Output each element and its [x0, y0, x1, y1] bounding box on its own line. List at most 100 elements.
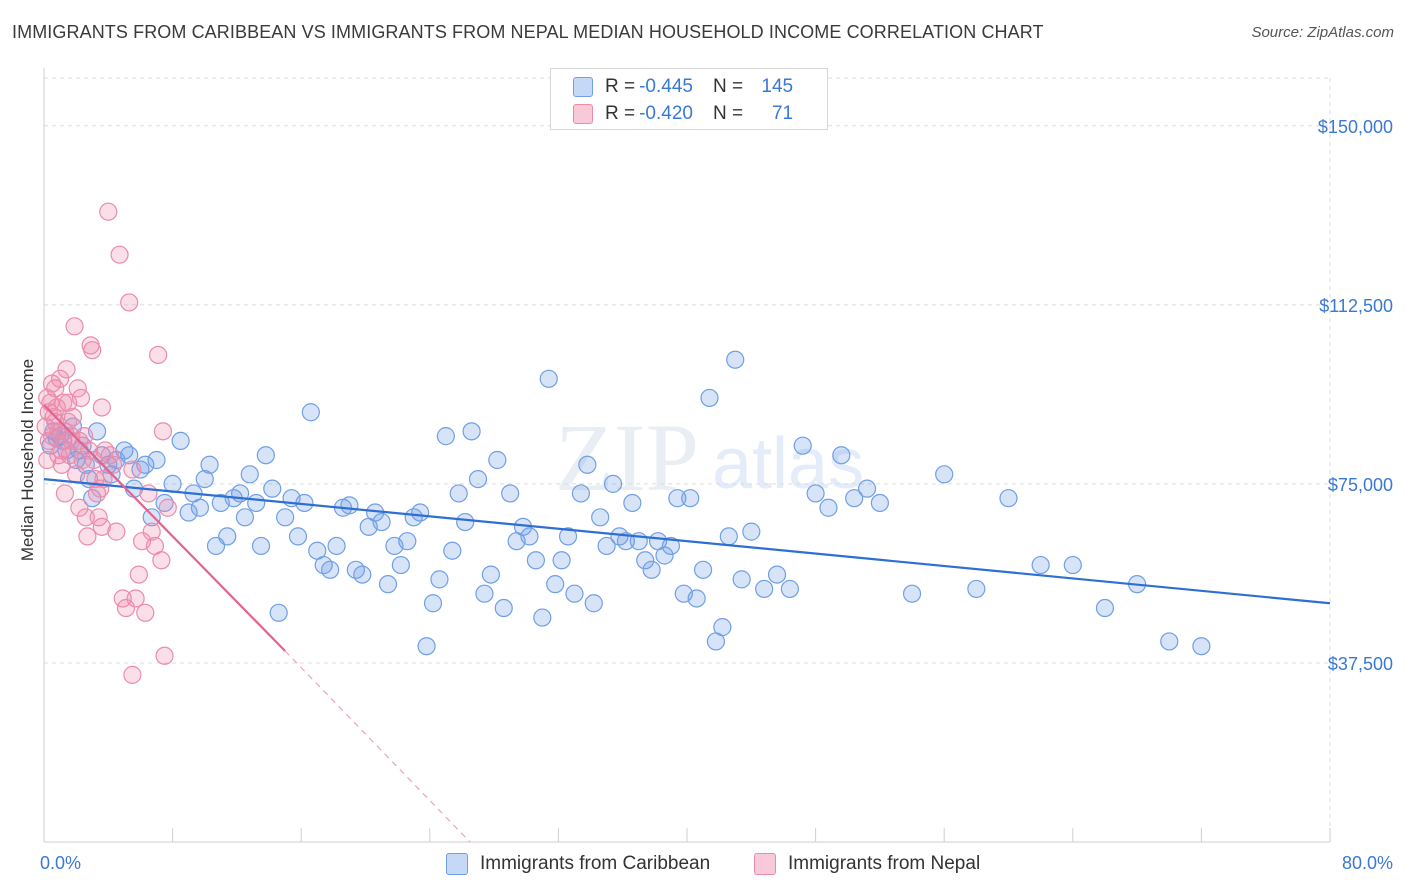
data-point — [488, 450, 507, 470]
data-point — [100, 446, 120, 465]
axes — [43, 68, 1331, 843]
data-point — [247, 493, 266, 513]
data-point — [732, 570, 751, 589]
data-point — [398, 532, 417, 551]
data-point — [411, 503, 430, 522]
data-point — [755, 579, 774, 599]
data-point — [806, 484, 825, 503]
bottom-legend-label-nepal: Immigrants from Nepal — [788, 853, 981, 874]
data-point — [661, 536, 681, 556]
data-point — [256, 446, 275, 465]
data-point — [417, 637, 436, 656]
legend-r-value: -0.445 — [639, 76, 693, 97]
data-point — [55, 422, 74, 441]
legend-n-label: N = — [712, 103, 744, 124]
data-point — [190, 498, 210, 517]
data-point — [136, 603, 155, 622]
data-point — [92, 398, 111, 417]
data-point — [340, 496, 359, 515]
x-tick-label-max: 80.0% — [1342, 853, 1393, 873]
data-point — [113, 589, 132, 608]
data-point — [603, 474, 623, 493]
data-point — [526, 551, 545, 570]
data-point — [687, 589, 706, 608]
data-point — [578, 455, 597, 474]
data-point — [616, 532, 636, 551]
data-point — [857, 479, 877, 498]
data-point — [126, 589, 145, 608]
bottom-legend-nepal: Immigrants from Nepal — [754, 852, 980, 876]
data-point — [63, 407, 83, 427]
data-point — [57, 360, 76, 379]
x-tick-label-min: 0.0% — [40, 853, 81, 873]
data-point — [38, 450, 57, 470]
data-point — [584, 594, 603, 613]
legend-row-nepal: R = -0.420 N = 71 — [573, 101, 793, 127]
data-point — [158, 498, 177, 517]
data-point — [423, 594, 443, 613]
data-point — [52, 455, 71, 474]
trend-line-caribbean — [43, 478, 1331, 605]
data-point — [668, 489, 687, 508]
data-point — [742, 522, 761, 541]
legend-n-value: 145 — [761, 76, 794, 97]
bottom-legend-swatch-nepal — [754, 853, 776, 875]
data-point — [468, 470, 488, 489]
watermark: ZIP atlas — [555, 404, 864, 511]
data-point — [353, 565, 372, 584]
y-tick-label: $112,500 — [1319, 296, 1393, 316]
data-point — [49, 446, 68, 465]
watermark-zip: ZIP — [555, 404, 699, 511]
data-point — [99, 202, 118, 221]
data-point — [591, 508, 610, 527]
data-point — [1095, 598, 1115, 618]
data-point — [558, 527, 578, 546]
data-point — [149, 345, 168, 365]
data-point — [68, 379, 87, 398]
data-point — [845, 489, 864, 508]
data-point — [155, 646, 174, 665]
data-point — [129, 565, 148, 584]
data-point — [819, 498, 838, 517]
legend-n-label: N = — [712, 76, 744, 97]
data-point — [240, 465, 259, 484]
data-point — [597, 536, 616, 556]
data-point — [92, 517, 111, 536]
data-point — [475, 584, 494, 603]
legend-row-caribbean: R = -0.445 N = 145 — [573, 74, 793, 100]
data-point — [39, 403, 58, 422]
data-point — [713, 618, 732, 637]
legend-swatch-caribbean — [573, 77, 593, 97]
legend-r-label: R = — [605, 103, 636, 124]
data-point — [726, 350, 745, 369]
data-point — [171, 431, 190, 450]
data-point — [700, 388, 719, 408]
y-tick-label: $150,000 — [1318, 117, 1393, 137]
data-point — [780, 579, 799, 599]
data-point — [65, 317, 84, 336]
legend-n-value: 71 — [771, 103, 794, 124]
data-point — [142, 508, 161, 527]
x-tick-labels: 0.0% 80.0% — [40, 853, 1393, 873]
legend-r-label: R = — [605, 76, 636, 97]
data-point — [110, 245, 129, 264]
data-point — [46, 412, 65, 431]
data-point — [999, 489, 1018, 508]
series-nepal-points — [36, 202, 177, 684]
data-point — [902, 584, 922, 603]
data-point — [1063, 555, 1082, 575]
data-point — [59, 393, 78, 412]
data-point — [642, 560, 661, 579]
data-point — [120, 446, 139, 465]
data-point — [139, 484, 158, 503]
data-point — [200, 455, 219, 474]
data-point — [50, 369, 70, 388]
data-point — [1192, 637, 1211, 656]
data-point — [546, 575, 565, 594]
data-point — [120, 293, 139, 312]
data-point — [533, 608, 552, 627]
trend-lines — [43, 404, 1331, 843]
data-point — [153, 422, 173, 441]
source-label: Source: ZipAtlas.com — [1251, 24, 1394, 41]
data-point — [288, 527, 308, 546]
